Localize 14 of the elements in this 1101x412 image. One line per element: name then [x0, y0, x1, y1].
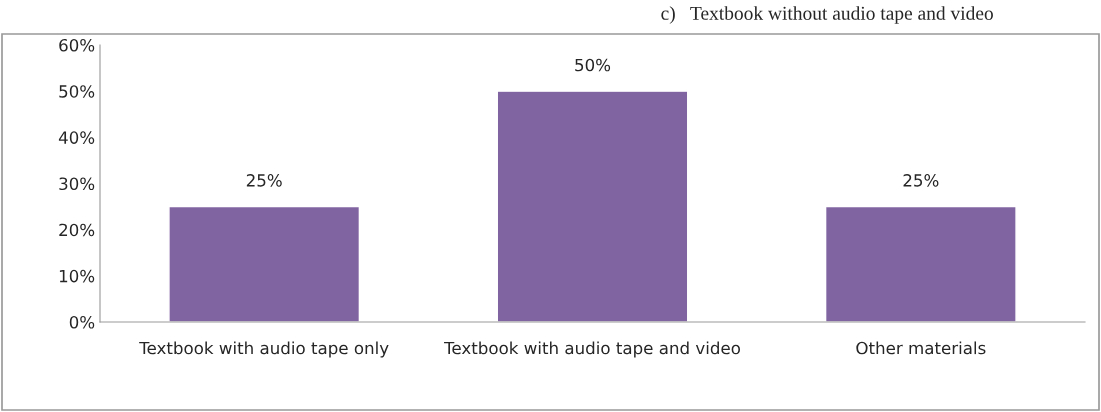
data-label: 25% [903, 174, 939, 187]
y-tick-label: 10% [59, 269, 95, 283]
data-label: 50% [575, 58, 611, 72]
x-tick-label: Textbook with audio tape and video [444, 341, 740, 358]
y-tick-label: 60% [59, 38, 95, 52]
y-tick-label: 30% [59, 177, 95, 191]
y-tick-label: 50% [59, 85, 95, 98]
y-tick-label: 20% [59, 223, 95, 237]
y-tick-label: 40% [58, 131, 95, 144]
x-tick-label: Other materials [856, 341, 986, 355]
chart-title: c) Textbook without audio tape and video [661, 6, 993, 24]
y-tick-label: 0% [69, 315, 95, 329]
x-tick-label: Textbook with audio tape only [139, 341, 389, 358]
data-label: 25% [246, 174, 282, 187]
